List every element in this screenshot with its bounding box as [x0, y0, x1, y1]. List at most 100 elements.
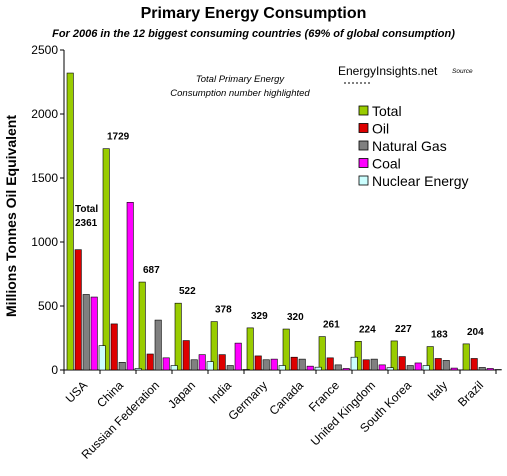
- bar-total: [66, 72, 74, 371]
- y-tick-label: 2000: [31, 107, 58, 121]
- bar-nuclear-energy: [350, 356, 358, 371]
- bar-coal: [450, 367, 458, 371]
- bar-natural-gas: [442, 360, 450, 371]
- legend-swatch: [358, 175, 369, 186]
- legend-label: Total: [372, 103, 402, 119]
- x-tick-label: United Kingdom: [308, 378, 378, 448]
- bar-natural-gas: [406, 365, 414, 371]
- bar-total: [282, 328, 290, 371]
- bar-natural-gas: [298, 358, 306, 371]
- bar-total: [318, 336, 326, 371]
- bar-total: [246, 327, 254, 371]
- bar-total: [138, 281, 146, 371]
- annotation-line-1: Total Primary Energy: [196, 74, 286, 85]
- bar-nuclear-energy: [242, 369, 250, 371]
- bar-natural-gas: [190, 359, 198, 371]
- bar-natural-gas: [370, 358, 378, 371]
- x-tick-label: Japan: [165, 378, 198, 411]
- legend-swatch: [358, 158, 369, 168]
- bar-natural-gas: [478, 367, 486, 371]
- annotation-line-2: Consumption number highlighted: [170, 88, 310, 99]
- legend-label: Oil: [372, 121, 389, 137]
- total-value-label: 227: [395, 324, 412, 335]
- total-value-label: 183: [431, 330, 448, 341]
- x-tick-label: India: [206, 378, 235, 407]
- total-value-label: 320: [287, 312, 304, 323]
- bar-natural-gas: [82, 294, 90, 371]
- total-value-label: 522: [179, 286, 196, 297]
- bar-natural-gas: [118, 362, 126, 371]
- total-value-label: 224: [359, 324, 376, 335]
- total-value-label: 687: [143, 265, 160, 276]
- chart-title: Primary Energy Consumption: [140, 5, 367, 22]
- bar-coal: [126, 202, 134, 371]
- total-value-label: 329: [251, 311, 268, 322]
- bar-natural-gas: [334, 364, 342, 371]
- bar-coal: [234, 342, 242, 371]
- chart-subtitle: For 2006 in the 12 biggest consuming cou…: [52, 28, 455, 40]
- x-tick-label: Italy: [425, 378, 450, 403]
- bar-oil: [218, 354, 226, 371]
- bar-coal: [378, 364, 386, 371]
- chart-bars: [66, 72, 502, 371]
- bar-oil: [254, 355, 262, 371]
- bar-total: [210, 321, 218, 371]
- y-tick-label: 1000: [31, 235, 58, 249]
- total-label: Total: [75, 204, 98, 215]
- bar-natural-gas: [154, 319, 162, 371]
- bar-oil: [182, 340, 190, 371]
- bar-oil: [110, 323, 118, 371]
- bar-total: [390, 340, 398, 371]
- bar-coal: [342, 368, 350, 371]
- legend-swatch: [358, 140, 369, 151]
- legend-label: Nuclear Energy: [372, 173, 469, 189]
- bar-coal: [270, 358, 278, 371]
- source-label: Source: [452, 68, 473, 75]
- bar-nuclear-energy: [170, 365, 178, 371]
- bar-oil: [434, 358, 442, 371]
- bar-nuclear-energy: [206, 361, 214, 371]
- legend-swatch: [358, 123, 369, 133]
- bar-nuclear-energy: [422, 365, 430, 371]
- bar-total: [354, 341, 362, 371]
- legend-label: Coal: [372, 156, 401, 172]
- bar-natural-gas: [262, 359, 270, 371]
- x-tick-label: Germany: [225, 378, 270, 423]
- bar-oil: [74, 249, 82, 371]
- bar-coal: [414, 362, 422, 371]
- x-tick-label: China: [94, 378, 126, 410]
- bar-total: [102, 148, 110, 371]
- bar-oil: [290, 356, 298, 371]
- bar-nuclear-energy: [134, 368, 142, 371]
- x-tick-label: Brazil: [455, 378, 486, 409]
- legend-swatch: [358, 105, 369, 116]
- bar-oil: [398, 356, 406, 371]
- x-tick-label: Canada: [266, 378, 306, 418]
- bar-oil: [362, 359, 370, 371]
- total-value-label: 378: [215, 305, 232, 316]
- bar-nuclear-energy: [314, 366, 322, 371]
- bar-coal: [162, 357, 170, 371]
- total-value-label: 204: [467, 327, 484, 338]
- brand-label: EnergyInsights.net: [338, 64, 438, 78]
- x-tick-label: USA: [63, 378, 90, 405]
- legend-label: Natural Gas: [372, 138, 447, 154]
- bar-nuclear-energy: [386, 367, 394, 371]
- y-tick-label: 2500: [31, 43, 58, 57]
- bar-total: [174, 302, 182, 371]
- y-axis-label: Millions Tonnes Oil Equivalent: [3, 115, 19, 317]
- bar-coal: [90, 296, 98, 371]
- bar-natural-gas: [226, 365, 234, 371]
- bar-oil: [470, 358, 478, 371]
- bar-oil: [326, 357, 334, 371]
- total-value-label: 261: [323, 320, 340, 331]
- bar-total: [462, 343, 470, 371]
- y-tick-label: 0: [51, 363, 58, 377]
- total-value-label: 2361: [75, 218, 98, 229]
- bar-oil: [146, 353, 154, 371]
- bar-total: [426, 346, 434, 371]
- bar-coal: [306, 365, 314, 371]
